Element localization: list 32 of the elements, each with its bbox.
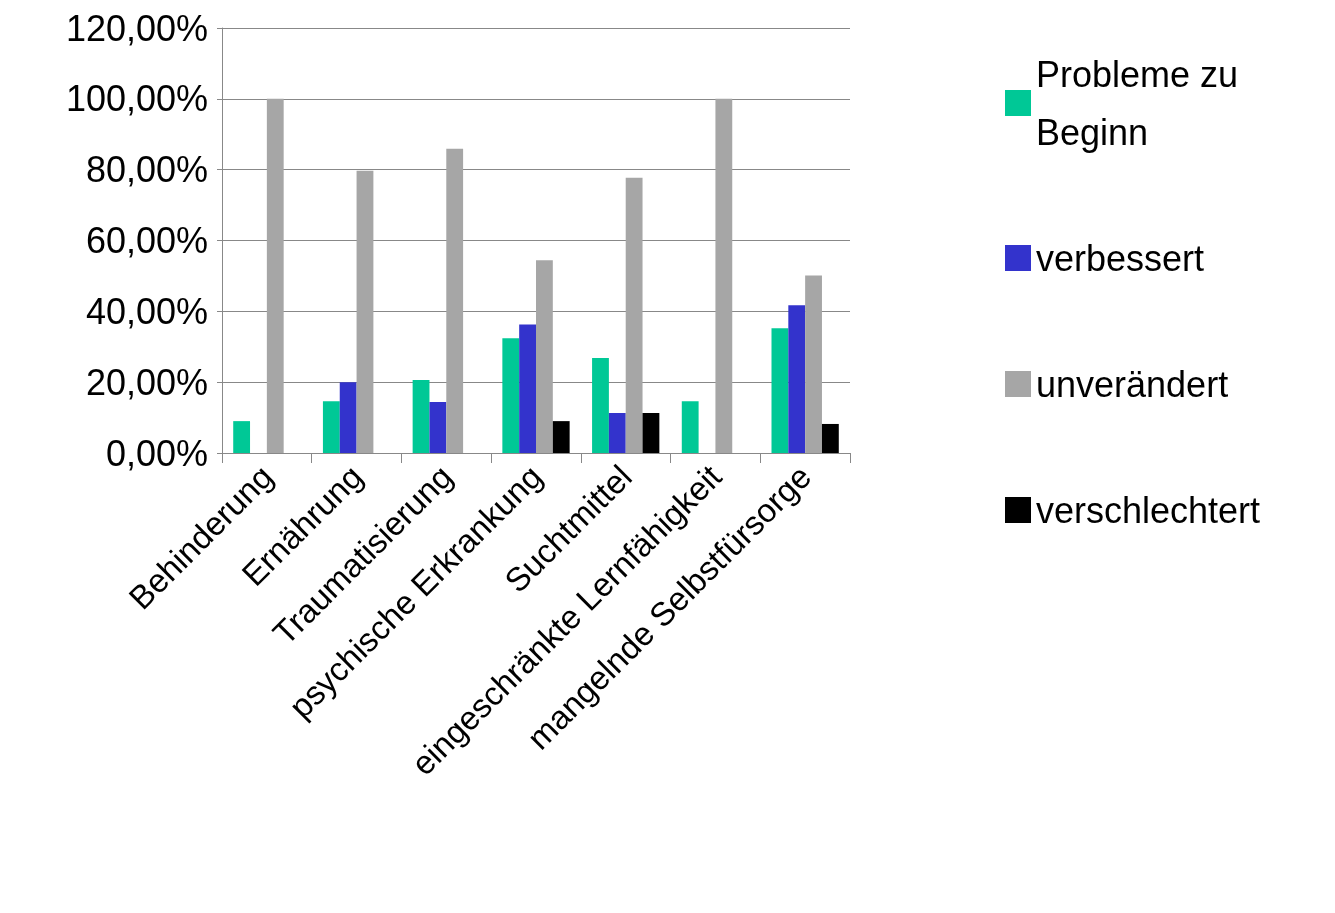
bar [233, 421, 251, 453]
bar [502, 338, 520, 453]
bar [805, 275, 822, 453]
bar [552, 421, 570, 453]
bar [322, 401, 340, 453]
legend-label: unverändert [1036, 363, 1229, 405]
bar [592, 358, 609, 453]
bar [821, 423, 839, 453]
bar [412, 380, 430, 453]
y-tick-label: 60,00% [85, 220, 208, 261]
y-tick-label: 100,00% [65, 78, 208, 120]
y-tick-label: 40,00% [85, 290, 208, 332]
bar [356, 170, 374, 453]
bar [715, 98, 733, 453]
y-tick-label: 120,00% [65, 7, 208, 49]
bar [446, 148, 464, 453]
bar [429, 402, 447, 453]
bar [339, 382, 357, 453]
bar [625, 177, 643, 453]
y-tick-label: 80,00% [85, 149, 208, 191]
legend-label: verschlechtert [1036, 489, 1261, 531]
legend-label: verbessert [1036, 237, 1205, 279]
bar [266, 98, 284, 453]
bar [608, 412, 626, 453]
bar [519, 324, 536, 453]
bar [642, 412, 660, 453]
bar [681, 401, 699, 453]
y-tick-label: 20,00% [85, 361, 208, 403]
bar [536, 260, 553, 453]
bar [771, 328, 789, 453]
bar [788, 305, 806, 453]
legend-label: Probleme zu Beginn [1036, 53, 1249, 153]
